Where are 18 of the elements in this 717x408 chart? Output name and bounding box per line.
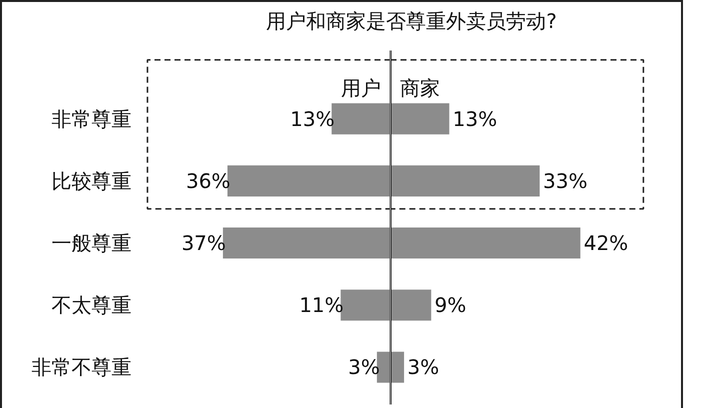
- data-label: 36%: [186, 168, 230, 193]
- data-label: 3%: [348, 355, 380, 380]
- data-label: 3%: [407, 355, 440, 380]
- data-label: 37%: [181, 231, 226, 256]
- data-label: 13%: [290, 106, 335, 131]
- data-label: 9%: [434, 293, 466, 318]
- y-tick-label: 非常尊重: [52, 106, 132, 131]
- data-label: 42%: [584, 231, 628, 256]
- data-label: 11%: [299, 293, 344, 318]
- chart-title: 用户和商家是否尊重外卖员劳动?: [266, 8, 557, 35]
- y-tick-label: 一般尊重: [52, 231, 132, 256]
- series-label: 用户: [341, 76, 382, 100]
- data-label: 13%: [452, 106, 498, 131]
- y-tick-label: 非常不尊重: [32, 355, 132, 380]
- data-label: 33%: [543, 168, 588, 193]
- y-tick-label: 不太尊重: [52, 293, 132, 318]
- series-label: 商家: [400, 76, 440, 100]
- y-tick-label: 比较尊重: [52, 168, 132, 193]
